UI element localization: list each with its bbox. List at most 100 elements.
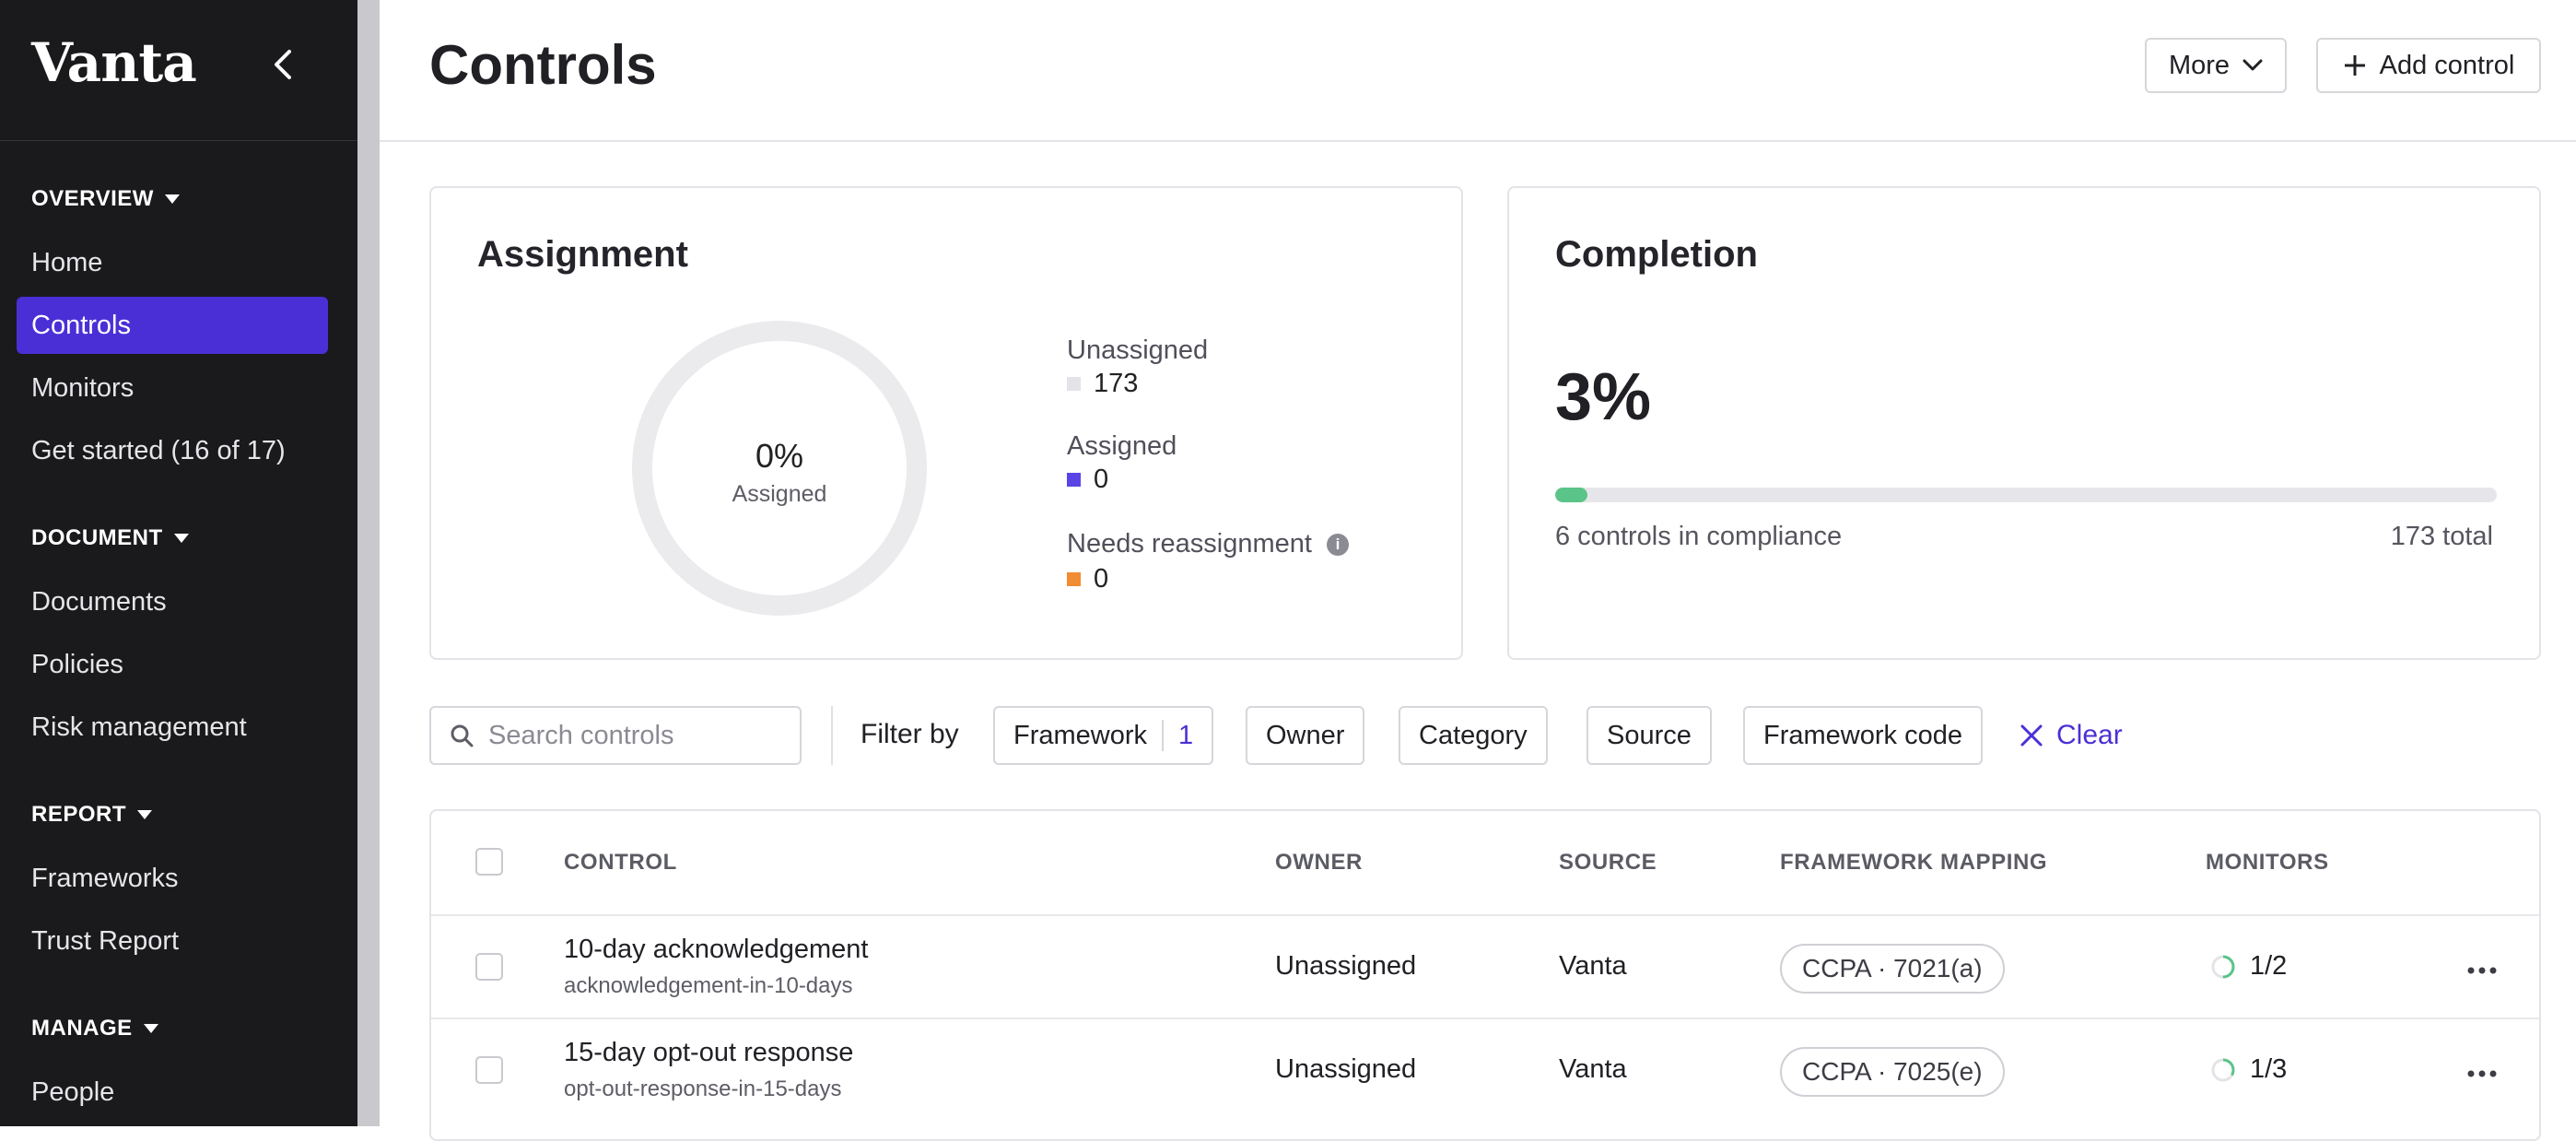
section-report[interactable]: REPORT bbox=[31, 802, 153, 828]
header-framework-mapping[interactable]: FRAMEWORK MAPPING bbox=[1780, 850, 2048, 875]
control-name[interactable]: 15-day opt-out response bbox=[564, 1038, 854, 1067]
monitors-status[interactable]: 1/2 bbox=[2209, 951, 2287, 982]
legend-unassigned-value: 173 bbox=[1067, 369, 1138, 399]
legend-assigned-label: Assigned bbox=[1067, 431, 1177, 462]
plus-icon bbox=[2344, 55, 2365, 76]
filter-divider bbox=[831, 706, 833, 765]
legend-unassigned-label: Unassigned bbox=[1067, 335, 1208, 366]
control-name[interactable]: 10-day acknowledgement bbox=[564, 935, 869, 964]
section-document[interactable]: DOCUMENT bbox=[31, 525, 189, 551]
filter-by-label: Filter by bbox=[861, 719, 959, 749]
sidebar-item-get-started[interactable]: Get started (16 of 17) bbox=[31, 436, 286, 465]
monitors-count: 1/3 bbox=[2250, 1054, 2288, 1084]
legend-label: Unassigned bbox=[1067, 335, 1209, 365]
sidebar-divider bbox=[0, 140, 357, 141]
sidebar: Vanta OVERVIEW Home Controls Monitors Ge… bbox=[0, 0, 357, 1126]
framework-code-filter[interactable]: Framework code bbox=[1743, 706, 1983, 765]
chip-label: Source bbox=[1607, 720, 1692, 750]
section-overview[interactable]: OVERVIEW bbox=[31, 186, 180, 212]
caret-down-icon bbox=[173, 534, 189, 543]
source-filter[interactable]: Source bbox=[1587, 706, 1712, 765]
controls-table: CONTROL OWNER SOURCE FRAMEWORK MAPPING M… bbox=[429, 809, 2541, 1141]
header-monitors[interactable]: MONITORS bbox=[2206, 850, 2329, 875]
section-title: DOCUMENT bbox=[31, 525, 163, 550]
assignment-title: Assignment bbox=[477, 234, 688, 275]
search-input[interactable] bbox=[486, 719, 785, 752]
legend-label: Assigned bbox=[1067, 431, 1177, 461]
framework-count: 1 bbox=[1178, 720, 1194, 750]
select-all-checkbox[interactable] bbox=[475, 848, 503, 876]
donut-label: Assigned bbox=[732, 481, 827, 507]
control-slug: opt-out-response-in-15-days bbox=[564, 1076, 842, 1101]
donut-track bbox=[632, 321, 927, 616]
legend-needs-reassignment-value: 0 bbox=[1067, 564, 1108, 594]
sidebar-item-people[interactable]: People bbox=[31, 1077, 115, 1107]
owner-filter[interactable]: Owner bbox=[1246, 706, 1365, 765]
sidebar-item-home[interactable]: Home bbox=[31, 248, 103, 277]
legend-swatch bbox=[1067, 572, 1081, 586]
header-source[interactable]: SOURCE bbox=[1559, 850, 1657, 875]
search-controls[interactable] bbox=[429, 706, 802, 765]
legend-value: 0 bbox=[1094, 465, 1109, 494]
table-row[interactable]: 15-day opt-out response opt-out-response… bbox=[431, 1017, 2539, 1123]
add-control-button[interactable]: Add control bbox=[2316, 38, 2541, 93]
framework-filter[interactable]: Framework 1 bbox=[993, 706, 1214, 765]
row-checkbox[interactable] bbox=[475, 953, 503, 981]
more-options-icon[interactable] bbox=[2464, 957, 2500, 984]
assignment-card: Assignment 0% Assigned Unassigned 173 As… bbox=[429, 186, 1463, 660]
control-slug: acknowledgement-in-10-days bbox=[564, 973, 853, 998]
controls-total: 173 total bbox=[2390, 522, 2493, 551]
section-title: OVERVIEW bbox=[31, 186, 154, 211]
chevron-down-icon bbox=[2242, 59, 2263, 71]
collapse-sidebar-icon[interactable] bbox=[267, 46, 300, 83]
sidebar-item-frameworks[interactable]: Frameworks bbox=[31, 864, 179, 893]
framework-mapping-pill[interactable]: CCPA · 7021(a) bbox=[1780, 944, 2005, 994]
control-source: Vanta bbox=[1559, 951, 1627, 981]
section-title: REPORT bbox=[31, 802, 127, 827]
sidebar-item-controls[interactable]: Controls bbox=[17, 297, 328, 354]
more-label: More bbox=[2168, 50, 2231, 80]
completion-percent: 3% bbox=[1555, 360, 1652, 434]
sidebar-item-policies[interactable]: Policies bbox=[31, 650, 123, 679]
search-icon bbox=[451, 724, 474, 747]
sidebar-scrollbar[interactable] bbox=[357, 0, 380, 1126]
section-manage[interactable]: MANAGE bbox=[31, 1016, 158, 1041]
legend-swatch bbox=[1067, 377, 1081, 391]
legend-value: 173 bbox=[1094, 369, 1139, 398]
clear-filters-button[interactable]: Clear bbox=[2020, 706, 2123, 765]
legend-label: Needs reassignment bbox=[1067, 529, 1312, 559]
page-header bbox=[380, 0, 2576, 142]
controls-in-compliance: 6 controls in compliance bbox=[1555, 522, 1843, 551]
sidebar-item-risk-management[interactable]: Risk management bbox=[31, 712, 247, 742]
header-owner[interactable]: OWNER bbox=[1275, 850, 1363, 875]
assignment-donut bbox=[632, 321, 927, 616]
section-title: MANAGE bbox=[31, 1016, 133, 1041]
legend-needs-reassignment-label: Needs reassignment i bbox=[1067, 529, 1349, 559]
legend-swatch bbox=[1067, 473, 1081, 487]
progress-ring-icon bbox=[2211, 1058, 2235, 1081]
info-icon[interactable]: i bbox=[1326, 533, 1349, 556]
clear-label: Clear bbox=[2056, 720, 2123, 750]
more-options-icon[interactable] bbox=[2464, 1060, 2500, 1088]
header-control[interactable]: CONTROL bbox=[564, 850, 677, 875]
caret-down-icon bbox=[164, 194, 180, 204]
sidebar-item-trust-report[interactable]: Trust Report bbox=[31, 926, 180, 956]
chip-separator bbox=[1162, 720, 1165, 751]
sidebar-item-monitors[interactable]: Monitors bbox=[31, 373, 135, 403]
add-control-label: Add control bbox=[2379, 50, 2515, 80]
row-checkbox[interactable] bbox=[475, 1056, 503, 1084]
more-button[interactable]: More bbox=[2145, 38, 2287, 93]
category-filter[interactable]: Category bbox=[1399, 706, 1548, 765]
monitors-status[interactable]: 1/3 bbox=[2209, 1054, 2287, 1085]
control-owner[interactable]: Unassigned bbox=[1275, 1054, 1417, 1084]
control-owner[interactable]: Unassigned bbox=[1275, 951, 1417, 981]
legend-value: 0 bbox=[1094, 564, 1109, 594]
legend-assigned-value: 0 bbox=[1067, 465, 1108, 495]
vanta-logo[interactable]: Vanta bbox=[31, 31, 197, 94]
donut-percent: 0% bbox=[755, 437, 804, 475]
framework-mapping-pill[interactable]: CCPA · 7025(e) bbox=[1780, 1047, 2005, 1097]
sidebar-item-documents[interactable]: Documents bbox=[31, 587, 167, 617]
page-title: Controls bbox=[429, 34, 657, 96]
table-row[interactable]: 10-day acknowledgement acknowledgement-i… bbox=[431, 914, 2539, 1019]
completion-progress-fill bbox=[1555, 488, 1587, 502]
